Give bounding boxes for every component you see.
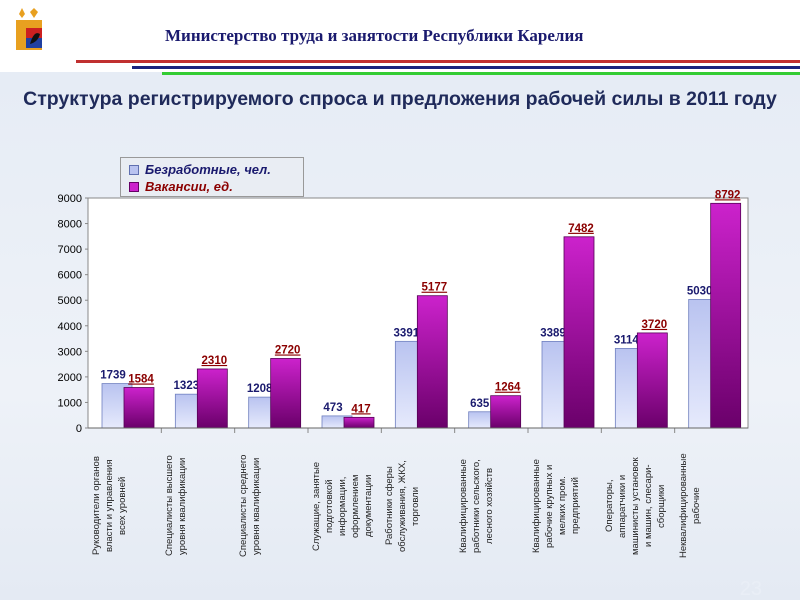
ministry-title: Министерство труда и занятости Республик…: [165, 26, 584, 45]
y-tick-label: 6000: [58, 270, 82, 282]
legend-label: Вакансии, ед.: [145, 179, 233, 194]
data-label-vacancies: 7482: [568, 223, 594, 235]
chart-legend: Безработные, чел. Вакансии, ед.: [120, 157, 304, 197]
bar-vacancies: [123, 387, 155, 429]
data-label-vacancies: 5177: [422, 282, 448, 294]
data-label-unemployed: 1323: [174, 380, 200, 392]
x-category-label: Квалифицированные рабочие крупных и мелк…: [531, 459, 581, 553]
bar-vacancies: [490, 395, 522, 429]
data-label-unemployed: 5030: [687, 285, 713, 297]
bar-vacancies: [710, 202, 742, 429]
bar-chart: 0 1000 2000 3000 4000 5000 6000 7000 8000 9000 173…: [58, 189, 749, 435]
data-label-vacancies: 2310: [202, 355, 228, 367]
x-category-label: Квалифицированные работники сельского, л…: [457, 459, 495, 553]
data-label-vacancies: 3720: [642, 319, 668, 331]
data-label-unemployed: 3389: [540, 327, 566, 339]
bar-vacancies: [343, 416, 375, 429]
x-category-label: Специалисты высшего уровня квалификации: [164, 455, 189, 557]
data-label-unemployed: 1208: [247, 383, 273, 395]
y-tick-label: 3000: [58, 346, 82, 358]
bar-vacancies: [196, 368, 228, 429]
divider-green: [162, 72, 800, 75]
data-label-unemployed: 473: [323, 402, 342, 414]
data-label-unemployed: 635: [470, 398, 490, 410]
x-category-label: Операторы, аппаратчики и машинисты устан…: [604, 457, 668, 555]
slide-title: Структура регистрируемого спроса и предл…: [23, 88, 777, 110]
data-label-vacancies: 1264: [495, 382, 521, 394]
legend-label: Безработные, чел.: [145, 162, 271, 177]
data-label-unemployed: 3391: [394, 327, 420, 339]
x-category-label: Руководители органов власти и управления…: [91, 456, 128, 556]
data-label-unemployed: 1739: [100, 370, 126, 382]
divider-red: [76, 60, 800, 63]
x-category-label: Работники сферы обслуживания, ЖКХ, торго…: [384, 460, 422, 552]
x-category-label: Служащие, занятые подготовкой информации…: [311, 461, 374, 551]
divider-blue: [132, 66, 800, 69]
bar-vacancies: [636, 332, 668, 429]
bar-vacancies: [270, 358, 302, 429]
x-category-label: Неквалифицированные рабочие: [677, 453, 702, 559]
y-tick-label: 7000: [58, 244, 82, 256]
data-label-vacancies: 417: [351, 403, 370, 415]
y-tick-label: 0: [76, 423, 82, 435]
legend-swatch: [129, 164, 139, 175]
data-label-vacancies: 8792: [715, 189, 741, 201]
data-label-unemployed: 3114: [614, 334, 640, 346]
y-tick-label: 9000: [58, 193, 82, 205]
legend-item-vacancies: Вакансии, ед.: [129, 179, 233, 194]
x-category-label: Специалисты среднего уровня квалификации: [237, 454, 262, 558]
karelia-coat-of-arms-logo: [16, 8, 42, 50]
y-tick-label: 5000: [58, 295, 82, 307]
data-label-vacancies: 2720: [275, 344, 301, 356]
legend-swatch: [129, 181, 139, 192]
data-label-vacancies: 1584: [128, 374, 154, 386]
legend-item-unemployed: Безработные, чел.: [129, 162, 271, 177]
y-tick-label: 2000: [58, 372, 82, 384]
bar-vacancies: [416, 295, 448, 429]
y-tick-label: 4000: [58, 321, 82, 333]
y-tick-label: 1000: [58, 397, 82, 409]
page-number: 23: [739, 578, 762, 600]
bar-vacancies: [563, 236, 595, 429]
y-tick-label: 8000: [58, 219, 82, 231]
